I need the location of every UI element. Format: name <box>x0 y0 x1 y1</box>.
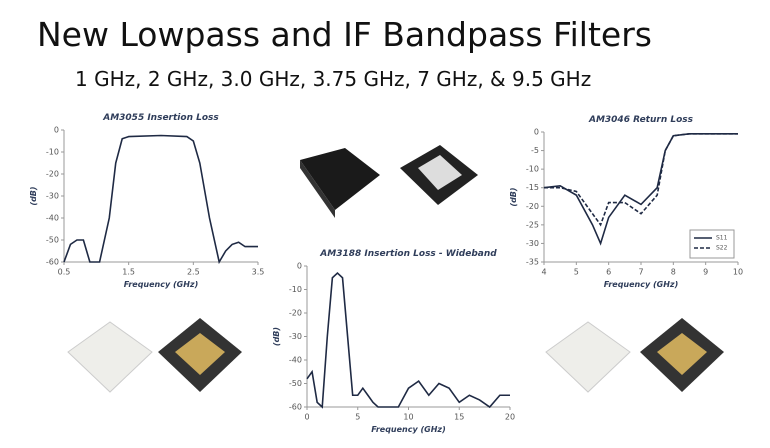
y-tick-label: -20 <box>289 309 302 318</box>
x-axis-label: Frequency (GHz) <box>124 280 198 289</box>
chart-title: AM3046 Return Loss <box>588 115 694 125</box>
data-line <box>63 134 258 265</box>
y-tick-label: -60 <box>289 403 302 412</box>
slide-subtitle: 1 GHz, 2 GHz, 3.0 GHz, 3.75 GHz, 7 GHz, … <box>75 67 591 91</box>
chip-photo <box>67 318 242 393</box>
y-tick-label: -10 <box>526 165 539 174</box>
legend-box <box>689 229 735 259</box>
data-line <box>543 133 738 246</box>
x-tick-label: 4 <box>541 268 546 277</box>
chip-photo <box>300 145 478 218</box>
x-tick-label: 6 <box>606 268 611 277</box>
y-axis-label: (dB) <box>272 327 281 346</box>
data-line <box>306 271 510 409</box>
x-tick-label: 0.5 <box>58 268 71 277</box>
y-tick-label: -25 <box>526 220 539 229</box>
x-tick-label: 5 <box>574 268 579 277</box>
x-tick-label: 0 <box>304 413 309 422</box>
y-tick-label: -50 <box>46 236 59 245</box>
x-tick-label: 2.5 <box>187 268 200 277</box>
y-axis-label: (dB) <box>509 187 518 206</box>
y-tick-label: -20 <box>46 170 59 179</box>
x-tick-label: 20 <box>505 413 515 422</box>
legend-label: S22 <box>716 245 728 252</box>
x-axis-label: Frequency (GHz) <box>604 280 678 289</box>
y-tick-label: 0 <box>297 262 302 271</box>
x-tick-label: 9 <box>703 268 708 277</box>
chip-photo <box>545 318 724 393</box>
y-tick-label: -50 <box>289 379 302 388</box>
x-tick-label: 7 <box>638 268 643 277</box>
y-tick-label: -30 <box>46 192 59 201</box>
y-tick-label: -30 <box>289 332 302 341</box>
y-tick-label: 0 <box>54 126 59 135</box>
slide-title: New Lowpass and IF Bandpass Filters <box>37 15 652 54</box>
y-tick-label: -15 <box>526 183 539 192</box>
x-tick-label: 10 <box>403 413 413 422</box>
y-tick-label: -35 <box>526 258 539 267</box>
y-tick-label: -20 <box>526 202 539 211</box>
y-tick-label: -60 <box>46 258 59 267</box>
x-tick-label: 10 <box>733 268 743 277</box>
y-tick-label: -10 <box>289 285 302 294</box>
legend-label: S11 <box>716 235 728 242</box>
x-tick-label: 3.5 <box>252 268 265 277</box>
x-axis-label: Frequency (GHz) <box>371 425 445 434</box>
x-tick-label: 5 <box>355 413 360 422</box>
x-tick-label: 8 <box>671 268 676 277</box>
x-tick-label: 15 <box>454 413 464 422</box>
y-tick-label: -5 <box>531 146 539 155</box>
x-tick-label: 1.5 <box>122 268 135 277</box>
chart-title: AM3055 Insertion Loss <box>102 113 219 123</box>
y-axis-label: (dB) <box>29 186 38 205</box>
y-tick-label: -10 <box>46 148 59 157</box>
y-tick-label: 0 <box>534 128 539 137</box>
data-line <box>544 133 738 227</box>
chart-title: AM3188 Insertion Loss - Wideband <box>319 249 497 259</box>
y-tick-label: -30 <box>526 239 539 248</box>
y-tick-label: -40 <box>46 214 59 223</box>
y-tick-label: -40 <box>289 356 302 365</box>
